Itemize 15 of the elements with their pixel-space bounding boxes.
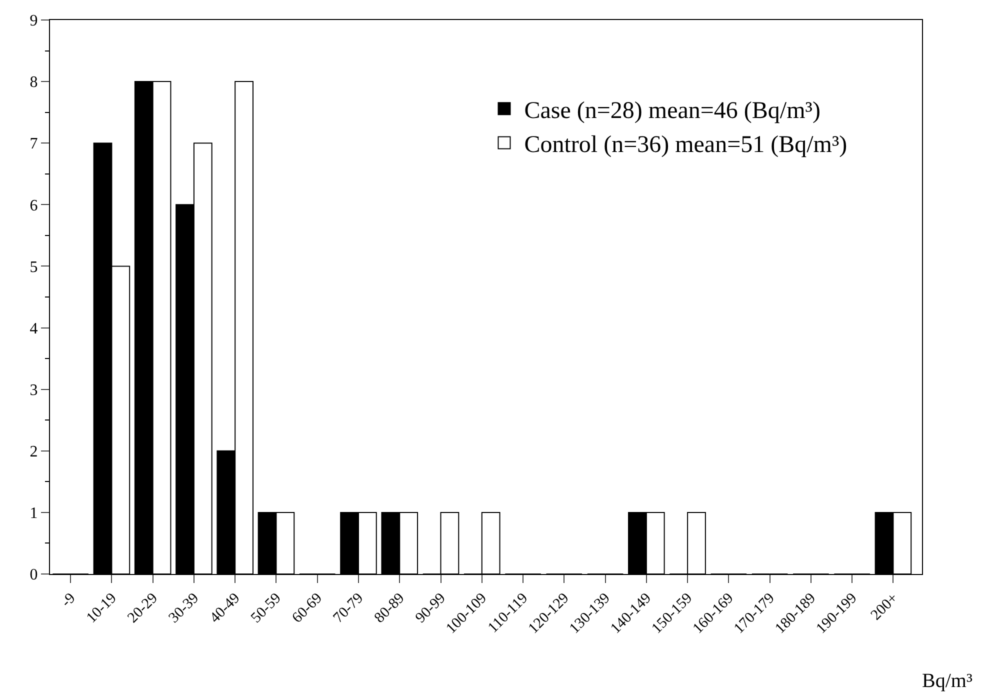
y-tick-label: 2 (30, 443, 38, 460)
y-tick-label: 8 (30, 74, 38, 92)
y-tick-label: 7 (30, 136, 38, 153)
y-tick-label: 6 (30, 197, 38, 214)
y-tick-label: 1 (30, 505, 38, 522)
y-tick-label: 5 (30, 258, 38, 276)
x-axis-title: Bq/m³ (922, 670, 972, 692)
y-tick-label: 3 (30, 382, 38, 399)
legend-label: Case (n=28) mean=46 (Bq/m³) (524, 98, 820, 124)
x-tick-label: 200+ (868, 590, 902, 624)
y-tick-label: 9 (30, 12, 38, 30)
legend-label: Control (n=36) mean=51 (Bq/m³) (524, 132, 848, 158)
y-tick-label: 4 (30, 320, 38, 338)
y-tick-label: 0 (30, 566, 38, 584)
x-tick-label: -9 (58, 590, 79, 610)
